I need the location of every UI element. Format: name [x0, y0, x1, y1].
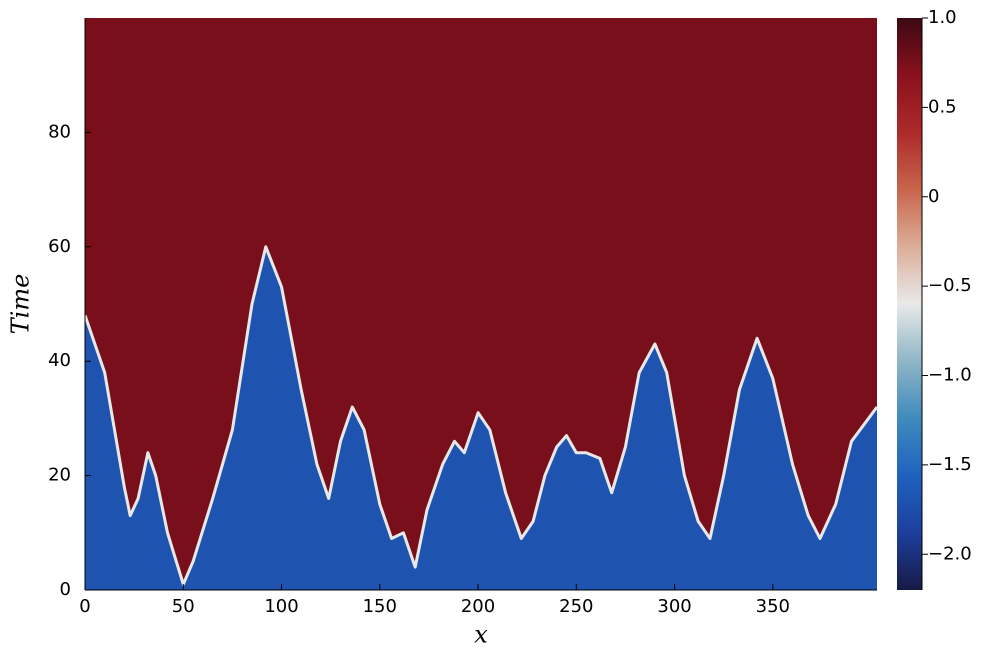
colorbar-tick-label: 1.0 — [928, 7, 957, 28]
y-tick-label: 20 — [48, 465, 71, 486]
y-axis-label: Time — [7, 274, 35, 335]
y-tick-label: 80 — [48, 121, 71, 142]
y-tick-label: 40 — [48, 350, 71, 371]
front-line — [85, 245, 877, 586]
colorbar-tick-label: 0.5 — [928, 96, 957, 117]
colorbar-tick-label: −0.5 — [928, 275, 972, 296]
x-tick-label: 0 — [79, 596, 90, 617]
y-tick-label: 60 — [48, 236, 71, 257]
colorbar-tick-label: −1.5 — [928, 454, 972, 475]
x-tick-label: 350 — [756, 596, 790, 617]
x-tick-label: 150 — [363, 596, 397, 617]
x-tick-label: 250 — [559, 596, 593, 617]
x-tick-label: 50 — [172, 596, 195, 617]
plot-area — [85, 18, 877, 590]
x-tick-label: 200 — [461, 596, 495, 617]
y-tick-label: 0 — [60, 579, 71, 600]
colorbar — [897, 18, 922, 590]
colorbar-tick-label: −1.0 — [928, 365, 972, 386]
colorbar-tick-label: 0 — [928, 186, 939, 207]
x-tick-label: 100 — [264, 596, 298, 617]
x-tick-label: 300 — [657, 596, 691, 617]
x-axis-label: x — [474, 621, 488, 649]
colorbar-tick-label: −2.0 — [928, 543, 972, 564]
